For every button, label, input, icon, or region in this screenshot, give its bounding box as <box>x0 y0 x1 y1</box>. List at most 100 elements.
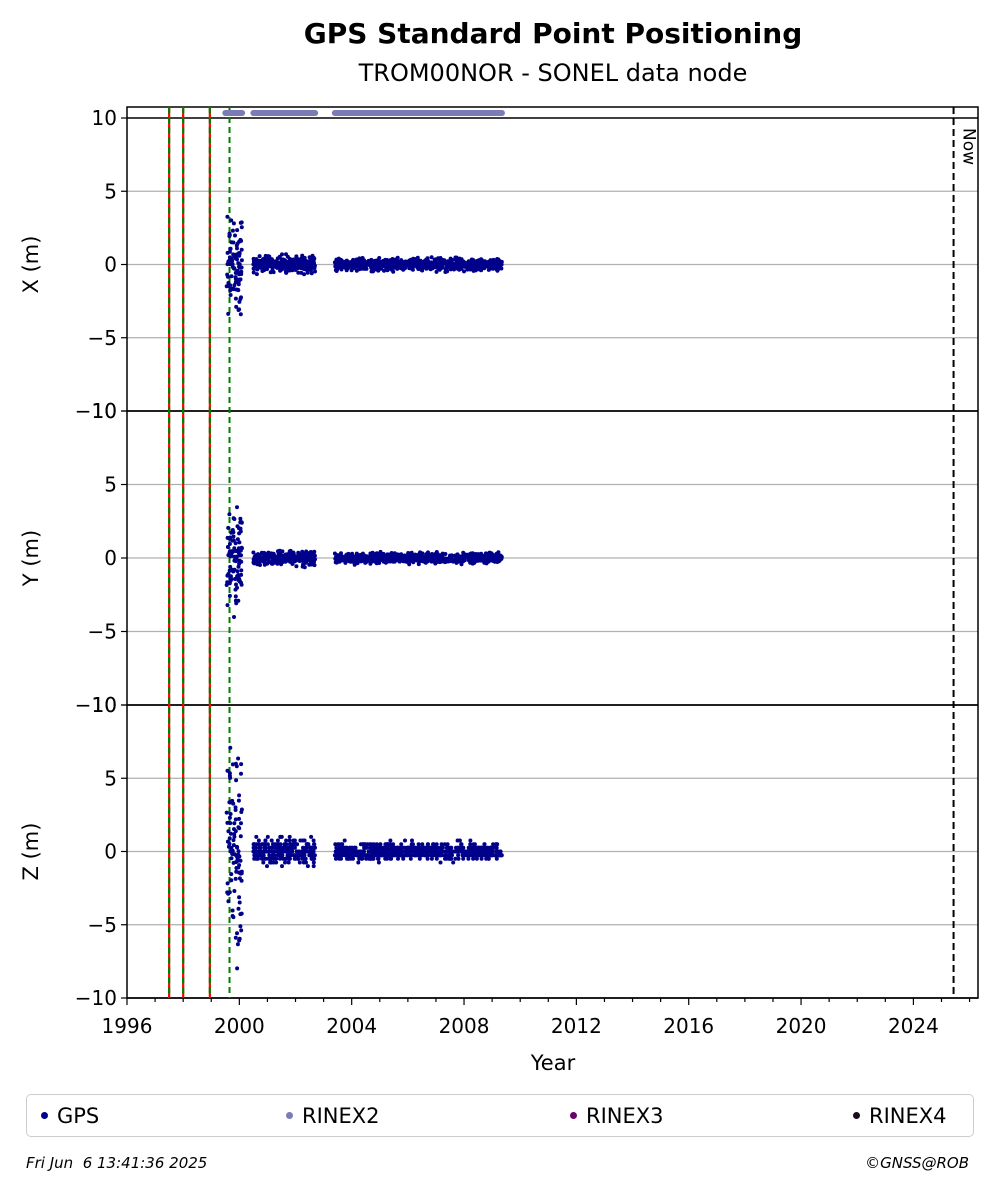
gps-point-z <box>481 845 486 850</box>
gps-point-y <box>239 559 244 564</box>
gps-point-z <box>429 856 434 861</box>
gps-point-y <box>237 540 242 545</box>
gps-point-z <box>254 842 259 847</box>
gps-point-x <box>374 264 379 269</box>
gps-point-x <box>439 265 444 270</box>
gps-point-z <box>279 853 284 858</box>
gps-point-z <box>398 853 403 858</box>
gps-point-y <box>262 562 267 567</box>
gps-point-y <box>433 561 438 566</box>
gps-point-x <box>256 264 261 268</box>
gps-point-x <box>468 267 473 272</box>
gps-point-z <box>477 853 482 858</box>
gps-point-x <box>311 263 316 268</box>
y-tick-label-x--5: −5 <box>88 326 117 350</box>
gps-point-y <box>305 552 310 557</box>
gps-point-y <box>255 555 259 559</box>
y-tick-label-y--5: −5 <box>88 620 117 644</box>
gps-point-x <box>225 250 230 255</box>
gps-point-z <box>491 842 496 847</box>
gps-point-y <box>305 557 310 562</box>
gps-point-z <box>332 853 337 858</box>
gps-point-x <box>235 253 240 258</box>
gps-point-z <box>455 845 460 850</box>
legend-item-rinex3: RINEX3 <box>570 1104 664 1128</box>
gps-point-z <box>431 842 435 847</box>
gps-point-z <box>232 889 237 893</box>
gps-point-z <box>336 853 341 858</box>
gps-point-x <box>455 266 460 271</box>
gps-point-x <box>254 272 259 277</box>
gps-point-z <box>425 849 430 854</box>
gps-point-z <box>233 808 238 812</box>
gps-point-z <box>376 860 381 865</box>
gps-point-x <box>226 281 231 285</box>
y-tick-label-z--10: −10 <box>75 986 117 1010</box>
gps-point-y <box>239 580 243 585</box>
gps-point-x <box>266 254 271 259</box>
gps-point-z <box>422 853 427 858</box>
gps-point-z <box>471 856 476 861</box>
gps-point-y <box>453 554 458 559</box>
legend: GPS RINEX2 RINEX3 RINEX4 <box>26 1094 974 1137</box>
gps-point-x <box>291 257 296 262</box>
gps-point-z <box>273 845 278 850</box>
gps-point-z <box>493 853 498 858</box>
gps-point-x <box>309 268 313 273</box>
gps-point-z <box>402 845 407 850</box>
gps-point-z <box>472 849 477 854</box>
gps-point-z <box>234 778 239 783</box>
gps-point-y <box>284 556 289 561</box>
y-tick-label-x--10: −10 <box>75 399 117 423</box>
gps-point-z <box>268 860 273 865</box>
y-tick-label-x-10: 10 <box>92 106 117 130</box>
gps-point-z <box>416 842 421 847</box>
gps-point-y <box>231 538 236 543</box>
legend-rinex4-marker <box>853 1111 860 1119</box>
gps-point-z <box>231 801 236 806</box>
gps-point-y <box>382 553 387 558</box>
gps-point-z <box>232 821 237 826</box>
gps-point-z <box>364 845 368 850</box>
gps-point-z <box>271 856 276 861</box>
gps-point-x <box>382 263 387 268</box>
gps-point-z <box>229 872 234 877</box>
gps-point-y <box>296 550 301 555</box>
gps-point-z <box>345 856 349 861</box>
gps-point-z <box>259 856 264 861</box>
gps-point-y <box>266 550 271 555</box>
gps-point-z <box>235 942 240 947</box>
gps-point-z <box>228 821 233 826</box>
gps-point-z <box>239 821 243 826</box>
gps-point-x <box>339 265 344 270</box>
gps-point-z <box>287 834 292 839</box>
gps-point-x <box>239 272 244 277</box>
gps-point-z <box>387 845 391 850</box>
y-tick-label-y-5: 5 <box>104 473 117 497</box>
gps-point-y <box>239 520 244 525</box>
gps-point-z <box>334 849 339 854</box>
gps-point-z <box>230 914 235 918</box>
gps-point-z <box>337 856 342 861</box>
gps-point-z <box>400 849 405 854</box>
gps-point-z <box>378 842 383 847</box>
gps-point-z <box>291 845 296 850</box>
gps-point-z <box>483 849 488 854</box>
gps-point-z <box>261 860 266 865</box>
gps-point-z <box>312 842 317 847</box>
gps-point-z <box>433 853 438 858</box>
gps-point-z <box>459 845 464 850</box>
gps-point-z <box>225 839 230 844</box>
gps-point-x <box>391 258 396 263</box>
gps-point-z <box>295 853 300 858</box>
gps-point-z <box>284 838 289 843</box>
gps-point-y <box>227 542 232 546</box>
gps-point-z <box>303 856 308 861</box>
gps-point-z <box>453 849 458 854</box>
gps-point-y <box>403 556 408 561</box>
gps-point-x <box>429 255 434 260</box>
gps-point-y <box>280 549 285 554</box>
gps-point-y <box>304 549 309 554</box>
gps-point-x <box>285 267 290 272</box>
gps-point-y <box>230 549 235 554</box>
